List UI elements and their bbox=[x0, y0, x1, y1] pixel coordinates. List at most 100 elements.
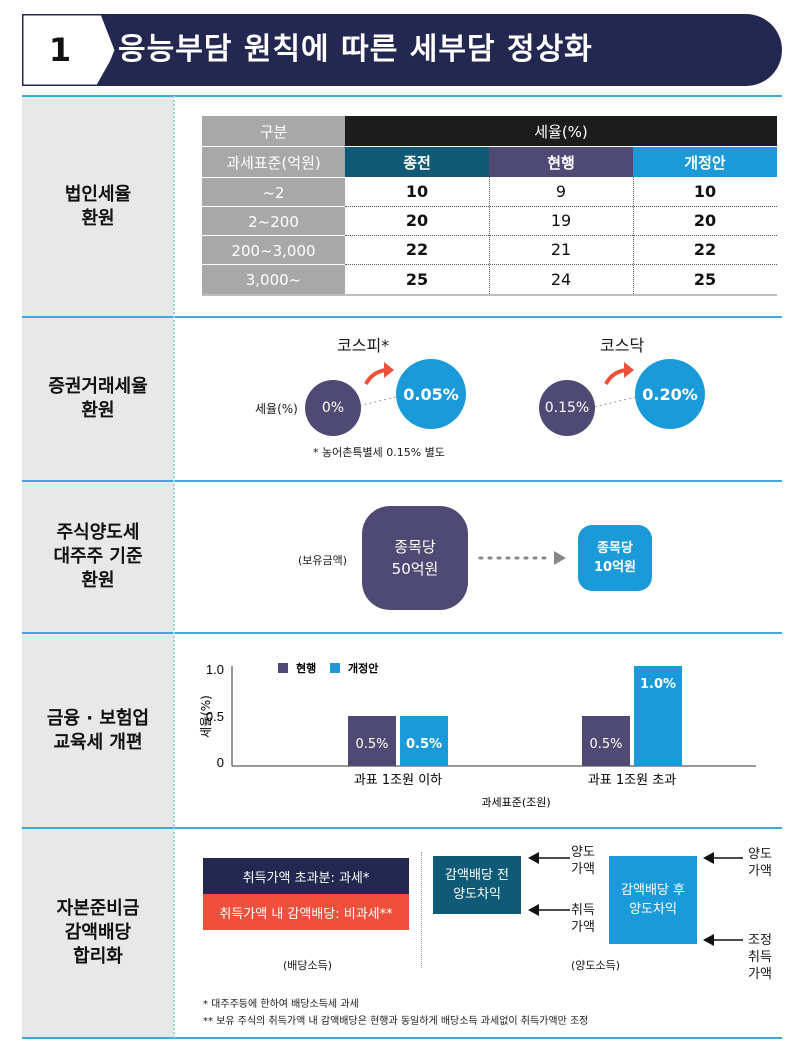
legend-label-revised: 개정안 bbox=[348, 661, 378, 675]
table-header-rate: 세율(%) bbox=[345, 116, 777, 146]
table-dotted-rule bbox=[345, 264, 777, 265]
table-header-revised: 개정안 bbox=[633, 147, 777, 177]
table-cell-before: 20 bbox=[405, 211, 429, 230]
y-tick-label: 1.0 bbox=[206, 662, 224, 677]
taxable-excess-box: 취득가액 초과분: 과세* bbox=[203, 858, 409, 894]
divider-line bbox=[22, 95, 782, 97]
section-label-securities-tax: 증권거래세율 환원 bbox=[48, 376, 148, 421]
kospi-title: 코스피* bbox=[337, 336, 390, 355]
kosdaq-from-circle: 0.15% bbox=[539, 380, 595, 436]
kospi-to-circle: 0.05% bbox=[396, 359, 466, 429]
threshold-before-line2: 50억원 bbox=[391, 560, 439, 578]
threshold-before-box: 종목당 50억원 bbox=[362, 506, 468, 610]
table-header-base: 과세표준(억원) bbox=[202, 147, 345, 177]
y-tick-label: 0 bbox=[217, 755, 224, 770]
table-cell-revised: 20 bbox=[693, 211, 717, 230]
table-cell-before: 25 bbox=[405, 269, 429, 289]
table-cell-before: 10 bbox=[405, 182, 429, 201]
bar-current bbox=[348, 716, 396, 766]
after-reduction-box: 감액배당 후 양도차익 bbox=[609, 856, 697, 944]
table-dotted-rule bbox=[345, 235, 777, 236]
table-cell-current: 24 bbox=[550, 269, 572, 289]
table-cell-revised: 10 bbox=[693, 182, 717, 201]
divider-line bbox=[22, 1037, 782, 1039]
transfer-arrows-right bbox=[703, 852, 743, 946]
rate-label: 세율(%) bbox=[255, 402, 298, 416]
bar-value-label: 0.5% bbox=[355, 737, 388, 752]
bar-revised bbox=[400, 716, 448, 766]
table-cell-current: 9 bbox=[555, 182, 567, 201]
dividend-divider bbox=[421, 852, 422, 968]
table-dotted-rule bbox=[345, 206, 777, 207]
table-cell-revised: 22 bbox=[693, 240, 717, 259]
x-category-label: 과표 1조원 초과 bbox=[588, 773, 676, 788]
legend-swatch-current bbox=[278, 663, 288, 673]
table-row-base: 2~200 bbox=[202, 206, 345, 236]
section-label-capital-reserve: 자본준비금 감액배당 합리화 bbox=[56, 898, 140, 967]
transfer-arrows-left bbox=[528, 852, 570, 916]
table-row-base: ~2 bbox=[202, 177, 345, 207]
kospi-from-circle: 0% bbox=[305, 380, 361, 436]
table-cell-current: 21 bbox=[550, 240, 572, 259]
x-axis-label: 과세표준(조원) bbox=[481, 796, 550, 809]
section-label-stock-transfer: 주식양도세 대주주 기준 환원 bbox=[53, 522, 143, 591]
y-axis-label: 세율(%) bbox=[199, 695, 213, 738]
table-bottom-rule bbox=[202, 294, 777, 296]
bar-current bbox=[582, 716, 630, 766]
table-dotted-col bbox=[633, 177, 634, 294]
footnote-1: * 대주주등에 한하여 배당소득세 과세 bbox=[203, 999, 359, 1010]
table-cell-before: 22 bbox=[405, 240, 429, 259]
threshold-after-line1: 종목당 bbox=[597, 541, 633, 556]
nontaxable-within-box: 취득가액 내 감액배당: 비과세** bbox=[203, 894, 409, 930]
securities-footnote: * 농어촌특별세 0.15% 별도 bbox=[313, 446, 445, 459]
bar-value-label: 0.5% bbox=[589, 737, 622, 752]
dividend-income-label: (배당소득) bbox=[283, 959, 333, 972]
section-bg-corporate bbox=[22, 96, 174, 317]
threshold-after-line2: 10억원 bbox=[593, 560, 636, 575]
divider-line bbox=[22, 632, 782, 634]
adjusted-acquisition-label: 조정 취득 가액 bbox=[748, 933, 772, 982]
page-title: 응능부담 원칙에 따른 세부담 정상화 bbox=[118, 32, 593, 67]
table-header-current: 현행 bbox=[489, 147, 633, 177]
legend-label-current: 현행 bbox=[296, 661, 316, 675]
table-header-before: 종전 bbox=[345, 147, 489, 177]
transfer-income-label: (양도소득) bbox=[571, 959, 621, 972]
x-category-label: 과표 1조원 이하 bbox=[354, 773, 442, 788]
bar-revised bbox=[634, 666, 682, 766]
vertical-divider bbox=[173, 96, 175, 1038]
education-tax-chart: 1.0 0.5 0 세율(%) 현행 개정안 0.5% 0.5%0.5%1.0% … bbox=[199, 661, 756, 809]
divider-line bbox=[22, 827, 782, 829]
y-tick-label: 0.5 bbox=[206, 709, 224, 724]
table-row-base: 200~3,000 bbox=[202, 235, 345, 265]
bar-value-label: 0.5% bbox=[406, 737, 442, 752]
dotted-arrow bbox=[478, 551, 566, 565]
footnote-2: ** 보유 주식의 취득가액 내 감액배당은 현행과 동일하게 배당소득 과세없… bbox=[203, 1016, 589, 1027]
divider-line bbox=[22, 480, 782, 482]
legend-swatch-revised bbox=[330, 663, 340, 673]
table-row-base: 3,000~ bbox=[202, 264, 345, 295]
chart-bars: 0.5% 0.5% 0.5% 1.0% bbox=[348, 666, 682, 766]
number-badge bbox=[22, 14, 116, 86]
table-cell-revised: 25 bbox=[693, 269, 717, 289]
transfer-price-label: 양도 가액 bbox=[571, 845, 595, 877]
kosdaq-title: 코스닥 bbox=[600, 336, 645, 355]
header-bar bbox=[22, 14, 782, 86]
bar-value-label: 1.0% bbox=[640, 677, 676, 692]
table-header-category: 구분 bbox=[202, 116, 345, 146]
kosdaq-to-circle: 0.20% bbox=[635, 359, 705, 429]
threshold-after-box: 종목당 10억원 bbox=[578, 525, 652, 591]
threshold-before-line1: 종목당 bbox=[394, 538, 436, 556]
section-label-corporate-tax: 법인세율 환원 bbox=[64, 183, 132, 229]
section-bg-stock bbox=[22, 481, 174, 633]
before-reduction-box: 감액배당 전 양도차익 bbox=[433, 856, 521, 914]
acquisition-price-label: 취득 가액 bbox=[571, 903, 595, 935]
section-bg-education bbox=[22, 633, 174, 828]
section-label-education-tax: 금융 · 보험업 교육세 개편 bbox=[46, 707, 150, 753]
section-bg-capital bbox=[22, 828, 174, 1038]
transfer-price-label-2: 양도 가액 bbox=[748, 847, 772, 879]
securities-arrows bbox=[349, 362, 641, 409]
table-cell-current: 19 bbox=[550, 211, 572, 230]
divider-line bbox=[22, 316, 782, 318]
section-number: 1 bbox=[48, 31, 72, 69]
table-dotted-col bbox=[489, 177, 490, 294]
